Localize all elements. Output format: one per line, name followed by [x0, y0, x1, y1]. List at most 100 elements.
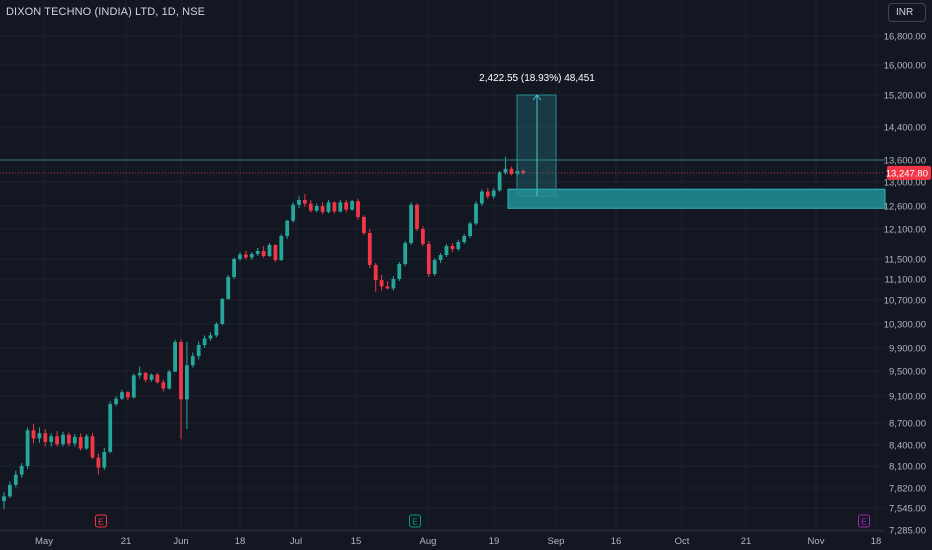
x-tick-label: 21 — [741, 536, 752, 547]
x-tick-label: 16 — [611, 536, 622, 547]
x-tick-label: 21 — [121, 536, 132, 547]
candle-body — [397, 264, 402, 279]
y-tick-label: 8,400.00 — [889, 441, 926, 452]
x-tick-label: 19 — [489, 536, 500, 547]
measure-arrow-head — [532, 94, 542, 101]
candle-body — [285, 220, 290, 236]
y-tick-label: 13,600.00 — [884, 156, 926, 167]
candle-body — [521, 171, 526, 173]
candle-body — [303, 200, 307, 204]
candle-body — [326, 202, 331, 212]
candle-body — [474, 203, 478, 224]
earnings-event-marker: E — [409, 514, 421, 528]
candle-body — [480, 191, 484, 204]
candle-body — [456, 242, 461, 249]
candle-body — [114, 398, 118, 405]
candle-body — [503, 168, 508, 173]
candle-body — [308, 203, 313, 211]
candle-body — [120, 392, 124, 399]
candle-body — [96, 457, 101, 468]
candle-body — [421, 229, 425, 244]
y-tick-label: 7,545.00 — [889, 504, 926, 515]
y-tick-label: 7,285.00 — [889, 526, 926, 537]
candle-body — [438, 255, 443, 260]
candle-body — [391, 279, 396, 289]
candle-body — [426, 244, 431, 274]
candle-body — [2, 496, 6, 502]
earnings-event-marker: E — [858, 514, 870, 528]
candle-body — [126, 392, 130, 398]
candle-body — [196, 345, 201, 357]
candle-body — [84, 436, 89, 449]
currency-button[interactable]: INR — [888, 3, 926, 22]
y-tick-label: 13,000.00 — [884, 178, 926, 189]
candle-body — [149, 374, 154, 380]
candle-body — [409, 204, 413, 243]
chart-title: DIXON TECHNO (INDIA) LTD, 1D, NSE — [6, 6, 206, 18]
y-tick-label: 8,100.00 — [889, 462, 926, 473]
y-tick-label: 9,900.00 — [889, 344, 926, 355]
candle-body — [13, 474, 18, 485]
candle-body — [25, 430, 30, 466]
candle-body — [137, 372, 142, 376]
candle-body — [314, 206, 319, 211]
candle-body — [179, 342, 183, 400]
candle-body — [244, 254, 248, 258]
candle-body — [273, 245, 278, 260]
candle-body — [261, 251, 266, 256]
earnings-icon — [858, 514, 870, 528]
earnings-icon-label: E — [861, 517, 867, 527]
y-tick-label: 7,820.00 — [889, 484, 926, 495]
candle-body — [255, 251, 260, 254]
candle-body — [143, 372, 148, 380]
x-tick-label: 18 — [235, 536, 246, 547]
earnings-icon — [95, 514, 107, 528]
candle-body — [131, 375, 136, 398]
y-tick-label: 11,100.00 — [884, 275, 926, 286]
candle-body — [491, 190, 496, 197]
candle-body — [102, 452, 107, 468]
candle-body — [291, 204, 295, 221]
candle-body — [356, 201, 360, 218]
y-tick-label: 12,100.00 — [884, 225, 926, 236]
candle-body — [338, 202, 343, 212]
candle-body — [185, 365, 189, 400]
candle-body — [55, 436, 59, 445]
candle-body — [344, 202, 349, 210]
earnings-icon-label: E — [412, 517, 418, 527]
candle-body — [43, 433, 48, 443]
x-tick-label: 18 — [871, 536, 882, 547]
candle-body — [72, 436, 77, 444]
y-tick-label: 11,500.00 — [884, 255, 926, 266]
earnings-icon-label: E — [98, 517, 104, 527]
y-tick-label: 15,200.00 — [884, 91, 926, 102]
candle-body — [161, 382, 166, 389]
candle-body — [485, 191, 490, 197]
candle-body — [362, 217, 366, 233]
x-tick-label: Jul — [290, 536, 302, 547]
candle-body — [373, 265, 378, 281]
earnings-event-marker: E — [95, 514, 107, 528]
candle-body — [297, 200, 301, 205]
x-tick-label: Oct — [675, 536, 690, 547]
candle-body — [249, 254, 254, 258]
last-price-tag — [887, 165, 931, 180]
support-zone — [507, 188, 886, 209]
candle-body — [320, 206, 325, 212]
candle-body — [214, 324, 219, 336]
candle-body — [8, 484, 12, 497]
x-tick-label: Nov — [808, 536, 825, 547]
candle-body — [167, 371, 172, 389]
candle-body — [190, 356, 195, 366]
candle-body — [332, 202, 337, 212]
candle-body — [379, 280, 384, 287]
candle-body — [208, 335, 213, 339]
candle-body — [403, 243, 408, 264]
candle-body — [220, 298, 225, 324]
measure-label: 2,422.55 (18.93%) 48,451 — [479, 73, 595, 84]
candle-body — [49, 436, 54, 443]
y-tick-label: 9,100.00 — [889, 392, 926, 403]
candle-body — [279, 236, 284, 260]
y-tick-label: 14,400.00 — [884, 123, 926, 134]
